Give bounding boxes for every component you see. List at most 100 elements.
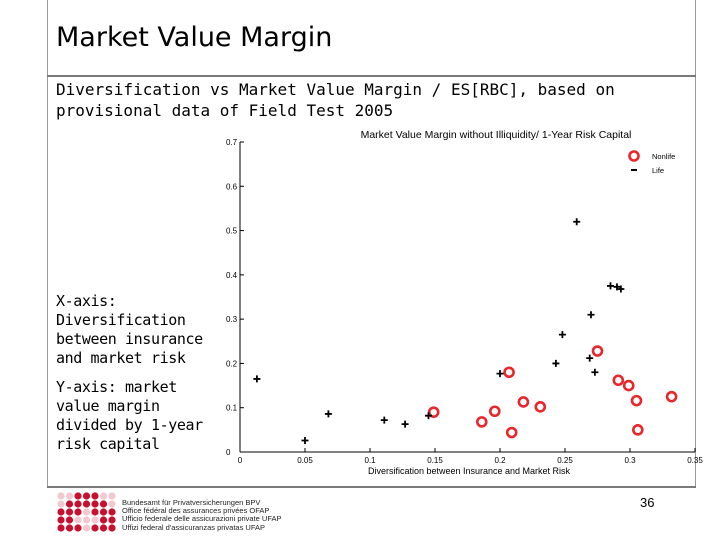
x-axis-note: X-axis: Diversification between insuranc… bbox=[56, 292, 203, 367]
logo-dot bbox=[57, 516, 65, 524]
logo-dot bbox=[74, 524, 82, 532]
legend-label: Nonlife bbox=[652, 152, 675, 161]
legend-label: Life bbox=[652, 166, 664, 175]
x-tick-label: 0.05 bbox=[297, 456, 313, 465]
nonlife-point bbox=[534, 401, 547, 413]
y-tick-label: 0.3 bbox=[226, 315, 238, 324]
slide-title: Market Value Margin bbox=[56, 22, 333, 53]
life-point bbox=[558, 331, 566, 339]
logo-dot bbox=[91, 500, 99, 508]
life-point bbox=[253, 375, 261, 383]
logo-text: Bundesamt für Privatversicherungen BPV O… bbox=[122, 498, 282, 532]
nonlife-point bbox=[488, 405, 501, 418]
subtitle-line-2: provisional data of Field Test 2005 bbox=[56, 101, 394, 120]
subtitle-line-1: Diversification vs Market Value Margin /… bbox=[56, 80, 615, 99]
logo-dot bbox=[82, 508, 91, 516]
nonlife-point bbox=[622, 379, 635, 392]
logo-line: Office fédéral des assurances privées OF… bbox=[122, 506, 270, 516]
logo-dot bbox=[57, 524, 65, 532]
page-number: 36 bbox=[640, 495, 655, 510]
slide-subtitle: Diversification vs Market Value Margin /… bbox=[56, 79, 656, 121]
nonlife-point bbox=[630, 394, 643, 407]
title-divider bbox=[47, 75, 696, 77]
nonlife-point bbox=[427, 406, 440, 418]
logo-dot bbox=[57, 500, 65, 508]
logo-dot bbox=[74, 516, 82, 524]
logo-dot bbox=[65, 516, 74, 524]
y-tick-label: 0.5 bbox=[226, 227, 238, 236]
logo-dot bbox=[99, 492, 108, 500]
life-point bbox=[587, 311, 595, 319]
logo-dot bbox=[74, 508, 82, 516]
slide-frame-left bbox=[47, 0, 48, 487]
logo-dot bbox=[82, 524, 91, 532]
x-tick-label: 0.15 bbox=[427, 456, 443, 465]
y-tick-label: 0.7 bbox=[226, 138, 238, 147]
logo-dot bbox=[99, 516, 108, 524]
logo-dot bbox=[65, 524, 74, 532]
logo-dot bbox=[65, 492, 74, 500]
x-tick-label: 0.2 bbox=[494, 456, 506, 465]
nonlife-point bbox=[503, 366, 515, 379]
logo-dot bbox=[82, 516, 91, 524]
nonlife-point bbox=[591, 345, 604, 357]
logo-line: Uffizi federal d'assicuranzas privatas U… bbox=[122, 522, 266, 532]
logo-dot bbox=[91, 492, 99, 500]
logo-dot bbox=[74, 492, 82, 500]
legend-nonlife-marker bbox=[628, 150, 640, 162]
life-point bbox=[380, 416, 388, 424]
logo-dot bbox=[82, 500, 91, 508]
footer-divider bbox=[47, 486, 696, 488]
bpv-logo bbox=[57, 492, 116, 532]
nonlife-point bbox=[612, 374, 625, 387]
logo-dot bbox=[108, 492, 116, 500]
logo-dot bbox=[57, 508, 65, 516]
logo-dot bbox=[108, 524, 116, 532]
chart-title: Market Value Margin without Illiquidity/… bbox=[361, 129, 632, 141]
x-tick-label: 0.35 bbox=[687, 456, 703, 465]
life-point bbox=[496, 370, 504, 378]
nonlife-point bbox=[665, 390, 678, 403]
logo-dot bbox=[82, 492, 91, 500]
logo-line: Bundesamt für Privatversicherungen BPV bbox=[122, 498, 261, 507]
nonlife-point bbox=[505, 426, 518, 439]
life-point bbox=[613, 283, 621, 291]
life-point bbox=[586, 354, 594, 362]
life-point bbox=[607, 282, 614, 290]
logo-dot bbox=[91, 524, 99, 532]
logo-dot bbox=[91, 508, 99, 516]
logo-dot bbox=[108, 516, 116, 524]
logo-dot bbox=[74, 500, 82, 508]
logo-dot bbox=[65, 508, 74, 516]
x-tick-label: 0.1 bbox=[364, 456, 376, 465]
slide-frame-right bbox=[695, 0, 696, 487]
x-axis-label: Diversification between Insurance and Ma… bbox=[368, 466, 571, 476]
logo-line: Ufficio federale delle assicurazioni pri… bbox=[122, 514, 282, 524]
logo-dot bbox=[108, 508, 116, 516]
life-point bbox=[401, 420, 409, 428]
logo-dot bbox=[57, 492, 65, 500]
life-point bbox=[617, 285, 625, 293]
life-point bbox=[425, 412, 432, 420]
logo-dot bbox=[99, 500, 108, 508]
life-point bbox=[552, 359, 560, 367]
y-tick-label: 0.6 bbox=[226, 182, 238, 191]
life-point bbox=[573, 218, 581, 226]
x-tick-label: 0 bbox=[238, 456, 243, 465]
x-tick-label: 0.3 bbox=[624, 456, 636, 465]
y-tick-label: 0 bbox=[226, 448, 231, 457]
y-tick-label: 0.2 bbox=[226, 359, 238, 368]
life-point bbox=[301, 436, 309, 444]
nonlife-point bbox=[517, 396, 530, 408]
y-tick-label: 0.1 bbox=[226, 404, 238, 413]
logo-dot bbox=[65, 500, 74, 508]
logo-dot bbox=[108, 500, 116, 508]
x-tick-label: 0.25 bbox=[557, 456, 573, 465]
y-tick-label: 0.4 bbox=[226, 271, 238, 280]
scatter-chart: 0 0.1 0.2 0.3 0.4 0.5 0.6 0.7 0 0.05 0.1 0.15 0.2 0.2… bbox=[226, 129, 703, 476]
logo-dot bbox=[91, 516, 99, 524]
logo-dot bbox=[99, 508, 108, 516]
nonlife-point bbox=[475, 416, 488, 428]
logo-dot bbox=[99, 524, 108, 532]
y-axis-note: Y-axis: market value margin divided by 1… bbox=[56, 378, 203, 453]
